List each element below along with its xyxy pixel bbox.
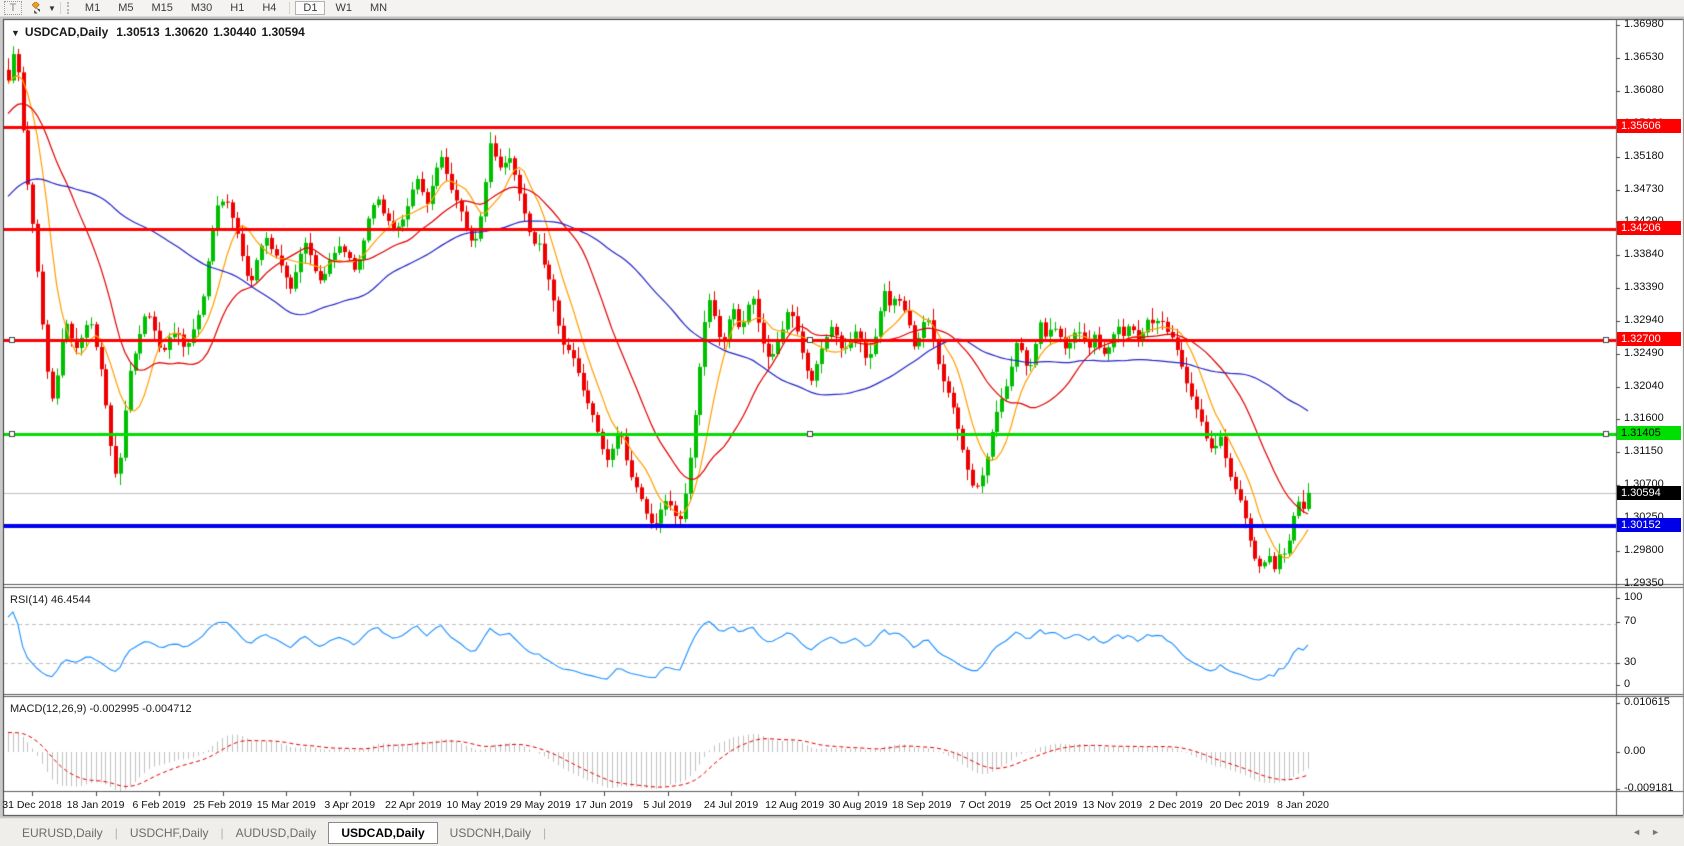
date-tick-label: 17 Jun 2019 <box>575 799 633 811</box>
date-tick-label: 25 Feb 2019 <box>193 799 253 811</box>
date-tick-label: 5 Jul 2019 <box>643 799 692 811</box>
rsi-axis-label: 100 <box>1624 591 1643 603</box>
date-tick-label: 29 May 2019 <box>510 799 571 811</box>
price-level-tag: 1.34206 <box>1617 221 1681 235</box>
chart-tabs: EURUSD,Daily | USDCHF,Daily | AUDUSD,Daily US… <box>10 822 546 844</box>
price-level-tag: 1.32700 <box>1617 332 1681 346</box>
price-tick-label: 1.32490 <box>1624 347 1664 359</box>
timeframe-button-d1[interactable]: D1 <box>295 1 326 15</box>
date-tick-label: 10 May 2019 <box>446 799 508 811</box>
timeframe-button-h4[interactable]: H4 <box>254 1 284 15</box>
ohlc-high: 1.30620 <box>164 25 209 39</box>
tab-scroll-arrows: ◄► <box>1632 827 1670 837</box>
text-tool-label: T <box>9 2 17 14</box>
rsi-indicator-label: RSI(14) 46.4544 <box>10 594 91 606</box>
chart-tab-eurusd[interactable]: EURUSD,Daily <box>22 826 103 840</box>
chart-tab-usdcnh[interactable]: USDCNH,Daily <box>449 826 532 840</box>
chart-tab-usdcad[interactable]: USDCAD,Daily <box>328 822 438 844</box>
chart-tab-audusd[interactable]: AUDUSD,Daily <box>235 826 317 840</box>
chart-tab-bar: EURUSD,Daily | USDCHF,Daily | AUDUSD,Daily US… <box>0 818 1684 846</box>
date-tick-label: 15 Mar 2019 <box>256 799 316 811</box>
tab-scroll-left-icon[interactable]: ◄ <box>1632 827 1652 837</box>
timeframe-button-h1[interactable]: H1 <box>222 1 252 15</box>
macd-axis-label: -0.009181 <box>1624 782 1674 794</box>
toolbar-separator <box>59 2 61 14</box>
timeframe-button-m5[interactable]: M5 <box>110 1 141 15</box>
styler-icon <box>31 1 40 13</box>
date-tick-label: 7 Oct 2019 <box>959 799 1011 811</box>
ohlc-close: 1.30594 <box>261 25 305 39</box>
date-tick-label: 13 Nov 2019 <box>1082 799 1143 811</box>
price-tick-label: 1.34730 <box>1624 183 1664 195</box>
timeframe-button-w1[interactable]: W1 <box>327 1 360 15</box>
chart-tab-usdchf[interactable]: USDCHF,Daily <box>129 826 209 840</box>
rsi-axis-label: 30 <box>1624 656 1637 668</box>
styler-tool-button[interactable]: ▼ <box>30 1 56 15</box>
date-tick-label: 25 Oct 2019 <box>1020 799 1078 811</box>
rsi-axis-label: 70 <box>1624 615 1637 627</box>
price-tick-label: 1.33390 <box>1624 281 1664 293</box>
ohlc-low: 1.30440 <box>213 25 257 39</box>
text-tool-button[interactable]: T <box>4 1 22 15</box>
date-tick-label: 3 Apr 2019 <box>324 799 376 811</box>
toolbar: T ▼ M1 M5 M15 M30 H1 H4 D1 W1 MN <box>0 0 1684 17</box>
price-tick-label: 1.29800 <box>1624 544 1664 556</box>
tab-separator: | <box>114 826 118 840</box>
price-tick-label: 1.31600 <box>1624 412 1664 424</box>
dropdown-caret-icon: ▼ <box>48 3 56 13</box>
price-tick-label: 1.32940 <box>1624 314 1664 326</box>
timeframe-button-m15[interactable]: M15 <box>143 1 180 15</box>
tab-separator: | <box>220 826 224 840</box>
date-tick-label: 30 Aug 2019 <box>828 799 888 811</box>
tab-scroll-right-icon[interactable]: ► <box>1651 827 1670 837</box>
price-tick-label: 1.32040 <box>1624 380 1664 392</box>
date-tick-label: 18 Jan 2019 <box>66 799 125 811</box>
price-tick-label: 1.36080 <box>1624 84 1664 96</box>
macd-axis-label: 0.00 <box>1624 745 1646 757</box>
price-level-tag: 1.35606 <box>1617 119 1681 133</box>
date-tick-label: 8 Jan 2020 <box>1277 799 1329 811</box>
timeframe-button-m1[interactable]: M1 <box>77 1 108 15</box>
price-level-tag: 1.30152 <box>1617 518 1681 532</box>
chart-symbol-ohlc: ▼ USDCAD,Daily 1.30513 1.30620 1.30440 1.3059… <box>11 25 305 39</box>
price-tick-label: 1.31150 <box>1624 445 1663 457</box>
price-tick-label: 1.29350 <box>1624 577 1664 589</box>
price-tick-label: 1.36530 <box>1624 51 1664 63</box>
price-tick-label: 1.36980 <box>1624 18 1664 30</box>
price-tick-label: 1.33840 <box>1624 248 1664 260</box>
chart-symbol: USDCAD,Daily <box>24 25 109 39</box>
price-tick-label: 1.35180 <box>1624 150 1664 162</box>
date-tick-label: 6 Feb 2019 <box>132 799 186 811</box>
timeframe-button-m30[interactable]: M30 <box>183 1 220 15</box>
toolbar-grip <box>66 2 72 14</box>
timeframe-button-mn[interactable]: MN <box>362 1 395 15</box>
date-tick-label: 18 Sep 2019 <box>891 799 952 811</box>
date-tick-label: 24 Jul 2019 <box>703 799 759 811</box>
rsi-axis-label: 0 <box>1624 678 1631 690</box>
timeframe-button-group: M1 M5 M15 M30 H1 H4 D1 W1 MN <box>76 1 396 15</box>
current-price-tag: 1.30594 <box>1617 486 1681 500</box>
symbol-dropdown-icon: ▼ <box>11 28 20 38</box>
date-tick-label: 22 Apr 2019 <box>384 799 442 811</box>
toolbar-separator <box>289 2 291 14</box>
macd-axis-label: 0.010615 <box>1624 696 1670 708</box>
date-tick-label: 20 Dec 2019 <box>1209 799 1270 811</box>
date-tick-label: 31 Dec 2018 <box>2 799 62 811</box>
price-level-tag: 1.31405 <box>1617 426 1681 440</box>
ohlc-open: 1.30513 <box>116 25 160 39</box>
tab-separator: | <box>543 826 547 840</box>
macd-indicator-label: MACD(12,26,9) -0.002995 -0.004712 <box>10 703 192 715</box>
date-tick-label: 2 Dec 2019 <box>1149 799 1203 811</box>
date-tick-label: 12 Aug 2019 <box>765 799 825 811</box>
